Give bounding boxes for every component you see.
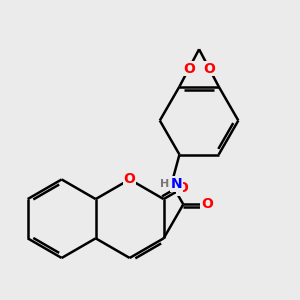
Text: O: O <box>183 62 195 76</box>
Text: O: O <box>201 197 213 211</box>
Text: H: H <box>160 179 169 189</box>
Text: O: O <box>124 172 136 186</box>
Text: N: N <box>170 177 182 191</box>
Text: O: O <box>203 62 215 76</box>
Text: O: O <box>176 181 188 195</box>
